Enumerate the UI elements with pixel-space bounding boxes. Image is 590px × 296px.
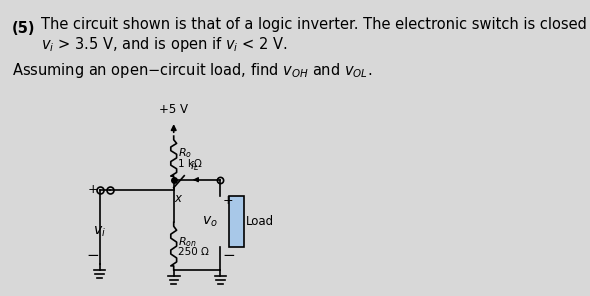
Text: Load: Load [246, 215, 274, 228]
Text: $R_{on}$: $R_{on}$ [178, 235, 196, 249]
Text: +5 V: +5 V [159, 103, 188, 116]
Text: +: + [87, 183, 98, 196]
Text: 1 kΩ: 1 kΩ [178, 159, 202, 169]
Text: $v_i$: $v_i$ [93, 224, 106, 239]
Text: 250 Ω: 250 Ω [178, 247, 209, 257]
Text: x: x [174, 192, 181, 205]
Text: The circuit shown is that of a logic inverter. The electronic switch is closed (: The circuit shown is that of a logic inv… [41, 17, 590, 32]
Bar [228, 196, 244, 247]
Text: (5): (5) [12, 21, 35, 36]
Text: Assuming an open$-$circuit load, find $v_{OH}$ and $v_{OL}$.: Assuming an open$-$circuit load, find $v… [12, 61, 372, 80]
Text: −: − [222, 248, 235, 263]
Text: $i_L$: $i_L$ [190, 159, 199, 173]
Text: +: + [222, 194, 233, 207]
Text: −: − [86, 248, 99, 263]
Text: $v_i$ > 3.5 V, and is open if $v_i$ < 2 V.: $v_i$ > 3.5 V, and is open if $v_i$ < 2 … [41, 35, 288, 54]
Text: $R_o$: $R_o$ [178, 146, 192, 160]
Text: $v_o$: $v_o$ [202, 214, 218, 229]
